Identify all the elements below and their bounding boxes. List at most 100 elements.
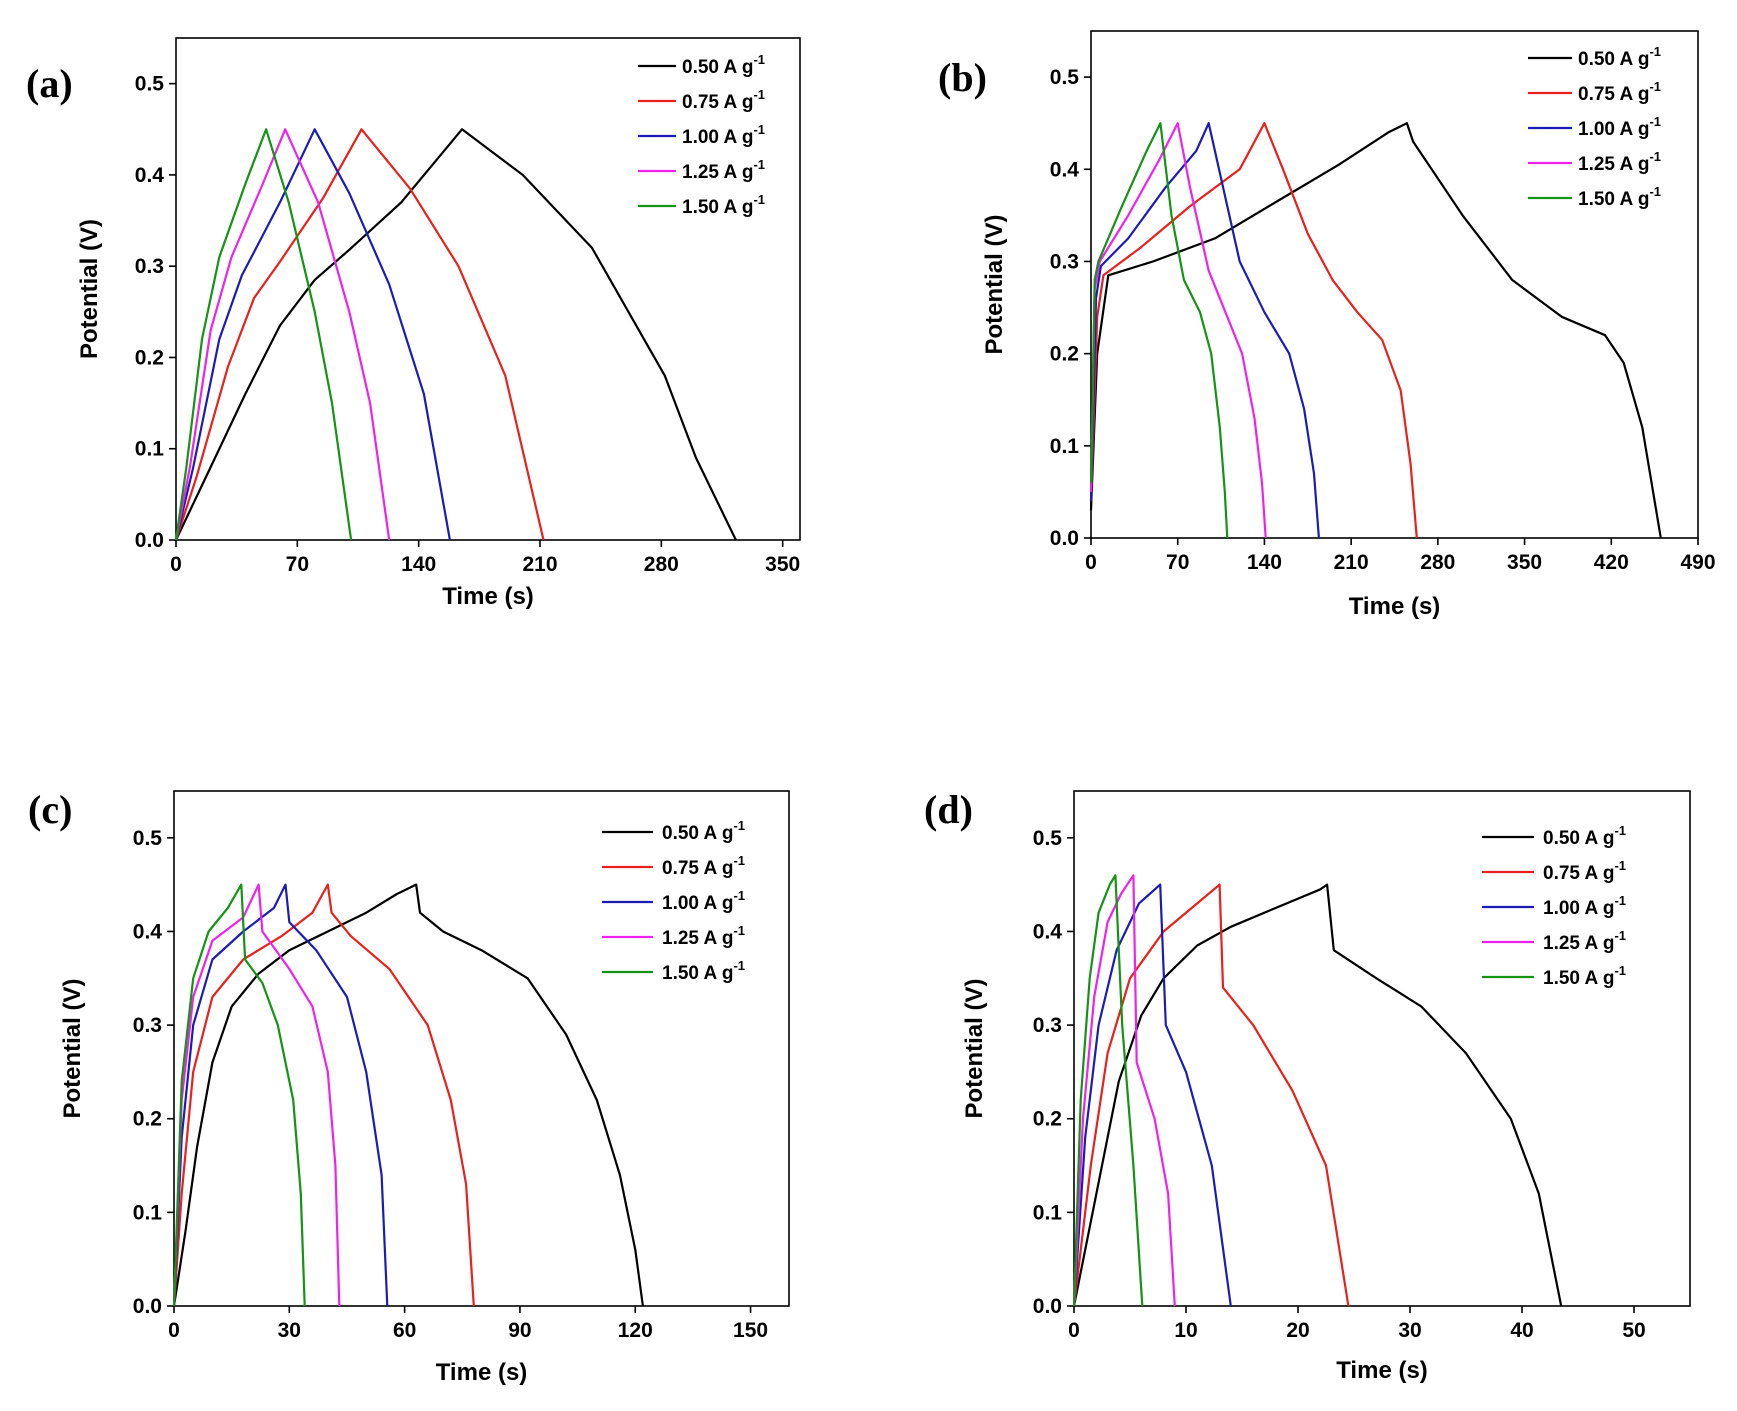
series-line-150 <box>1089 122 1229 539</box>
series-line-075 <box>1089 122 1418 539</box>
x-tick-label: 60 <box>393 1319 416 1342</box>
panel-label: (c) <box>28 787 72 832</box>
x-tick-label: 90 <box>508 1319 531 1342</box>
series-line-150 <box>1072 874 1144 1307</box>
series-line-125 <box>1072 874 1176 1307</box>
y-axis-title: Potential (V) <box>981 214 1008 354</box>
y-tick-label: 0.0 <box>1050 527 1079 550</box>
legend-entry: 1.25 A g-1 <box>1578 149 1661 175</box>
series-line-050 <box>1089 122 1662 539</box>
legend-entry: 1.25 A g-1 <box>682 157 765 183</box>
legend-entry: 1.50 A g-1 <box>662 958 745 984</box>
y-tick-label: 0.5 <box>133 827 163 850</box>
x-tick-label: 420 <box>1594 551 1629 574</box>
plot-frame <box>1073 790 1691 1307</box>
chart-panel-b: (b) 0 70 140 210 280 350 420 490 0.0 0.1 0.2 0.3 0.4 0… <box>938 30 1716 620</box>
legend-entry: 1.25 A g-1 <box>662 923 745 949</box>
y-tick-label: 0.4 <box>133 920 163 943</box>
series-line-100 <box>174 128 451 541</box>
x-tick-label: 210 <box>1334 551 1369 574</box>
y-tick-label: 0.4 <box>1033 920 1063 943</box>
y-tick-label: 0.0 <box>133 1295 162 1318</box>
series-line-050 <box>1072 883 1563 1307</box>
x-tick-label: 280 <box>1420 551 1455 574</box>
y-tick-label: 0.0 <box>135 529 164 552</box>
x-tick-label: 350 <box>1507 551 1542 574</box>
legend-entry: 0.50 A g-1 <box>1543 823 1626 849</box>
panel-label: (a) <box>26 61 73 106</box>
legend-entry: 0.75 A g-1 <box>662 853 745 879</box>
chart-panel-d: (d) 0 10 20 30 40 50 0.0 0.1 0.2 0.3 0.4 0.5 Time (s)… <box>924 787 1691 1384</box>
y-tick-label: 0.3 <box>1050 250 1079 273</box>
x-tick-label: 10 <box>1174 1319 1197 1342</box>
series-line-075 <box>1072 883 1350 1307</box>
y-tick-label: 0.2 <box>135 346 164 369</box>
series-line-050 <box>175 128 737 541</box>
legend-entry: 1.25 A g-1 <box>1543 928 1626 954</box>
x-tick-label: 0 <box>1068 1319 1080 1342</box>
series-line-075 <box>174 128 545 541</box>
legend-entry: 1.00 A g-1 <box>662 888 745 914</box>
y-tick-label: 0.1 <box>1050 435 1080 458</box>
legend-entry: 1.50 A g-1 <box>1543 963 1626 989</box>
series-line-100 <box>1089 122 1320 539</box>
y-axis-title: Potential (V) <box>961 978 988 1118</box>
y-axis-title: Potential (V) <box>59 978 86 1118</box>
y-tick-label: 0.4 <box>1050 158 1080 181</box>
series-line-125 <box>172 883 341 1307</box>
x-tick-label: 490 <box>1680 551 1715 574</box>
legend: 0.50 A g-1 0.75 A g-1 1.00 A g-1 1.25 A g-1… <box>1482 823 1626 989</box>
legend-entry: 0.75 A g-1 <box>682 87 765 113</box>
y-tick-label: 0.4 <box>135 164 165 187</box>
x-tick-label: 150 <box>733 1319 768 1342</box>
legend-entry: 1.50 A g-1 <box>1578 184 1661 210</box>
x-tick-label: 50 <box>1622 1319 1645 1342</box>
legend-entry: 0.50 A g-1 <box>682 52 765 78</box>
series-line-150 <box>172 883 306 1307</box>
legend: 0.50 A g-1 0.75 A g-1 1.00 A g-1 1.25 A g-1… <box>602 818 745 984</box>
x-tick-label: 120 <box>618 1319 653 1342</box>
x-tick-label: 350 <box>765 553 800 576</box>
plot-frame <box>173 790 790 1307</box>
x-axis-title: Time (s) <box>1336 1357 1428 1384</box>
x-axis-title: Time (s) <box>436 1359 528 1386</box>
chart-panel-c: (c) 0 30 60 90 120 150 0.0 0.1 0.2 0.3 0.4 0.5 Time (… <box>28 787 790 1386</box>
y-tick-label: 0.3 <box>1033 1014 1062 1037</box>
y-tick-label: 0.1 <box>133 1201 163 1224</box>
legend: 0.50 A g-1 0.75 A g-1 1.00 A g-1 1.25 A g-1… <box>638 52 765 218</box>
x-tick-label: 280 <box>644 553 679 576</box>
y-tick-label: 0.3 <box>133 1014 162 1037</box>
plot-frame <box>175 37 801 541</box>
y-tick-label: 0.1 <box>135 438 165 461</box>
legend-entry: 0.75 A g-1 <box>1543 858 1626 884</box>
legend-entry: 0.50 A g-1 <box>662 818 745 844</box>
series-line-100 <box>172 883 389 1307</box>
x-tick-label: 140 <box>401 553 436 576</box>
y-tick-label: 0.2 <box>1033 1108 1062 1131</box>
x-tick-label: 20 <box>1286 1319 1309 1342</box>
legend-entry: 0.75 A g-1 <box>1578 79 1661 105</box>
x-tick-label: 30 <box>278 1319 301 1342</box>
series-line-050 <box>172 883 644 1307</box>
panel-label: (d) <box>924 787 973 832</box>
legend: 0.50 A g-1 0.75 A g-1 1.00 A g-1 1.25 A g-1… <box>1528 44 1661 210</box>
y-tick-label: 0.0 <box>1033 1295 1062 1318</box>
y-tick-label: 0.2 <box>1050 343 1079 366</box>
x-tick-label: 30 <box>1398 1319 1421 1342</box>
legend-entry: 1.00 A g-1 <box>1578 114 1661 140</box>
y-tick-label: 0.5 <box>1050 66 1080 89</box>
x-tick-label: 70 <box>1166 551 1189 574</box>
x-tick-label: 210 <box>522 553 557 576</box>
legend-entry: 1.00 A g-1 <box>682 122 765 148</box>
x-tick-label: 70 <box>286 553 309 576</box>
series-line-075 <box>172 883 475 1307</box>
x-tick-label: 0 <box>170 553 182 576</box>
plot-frame <box>1090 30 1699 539</box>
y-tick-label: 0.3 <box>135 255 164 278</box>
legend-entry: 1.50 A g-1 <box>682 192 765 218</box>
series-line-125 <box>174 128 391 541</box>
x-tick-label: 0 <box>168 1319 180 1342</box>
x-tick-label: 0 <box>1085 551 1097 574</box>
y-axis-title: Potential (V) <box>76 219 103 359</box>
chart-panel-a: (a) 0 70 140 210 280 350 0.0 0.1 0.2 0.3 0.4 0.5 Time… <box>26 37 801 610</box>
